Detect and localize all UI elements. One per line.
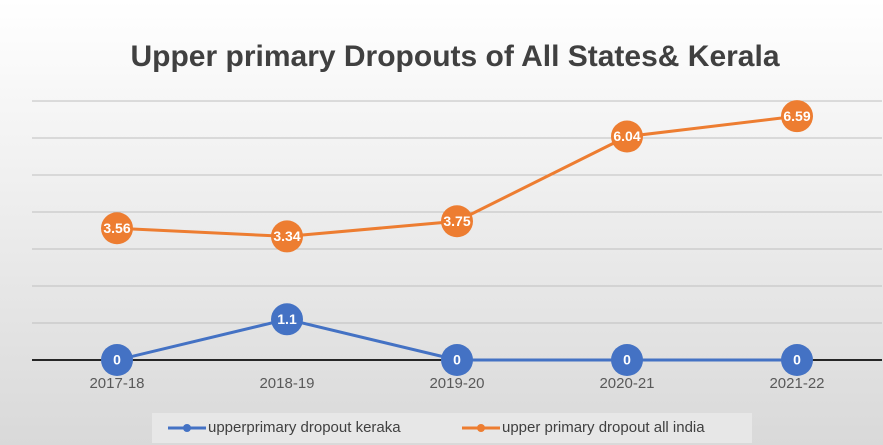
data-point [781, 344, 813, 376]
legend-label: upper primary dropout all india [502, 419, 705, 436]
x-tick-label: 2021-22 [769, 375, 824, 392]
data-point [611, 344, 643, 376]
data-label: 0 [623, 352, 631, 368]
data-point [441, 344, 473, 376]
legend-label: upperprimary dropout keraka [208, 419, 401, 436]
data-label: 3.56 [103, 220, 130, 236]
data-point [611, 120, 643, 153]
x-tick-label: 2018-19 [259, 375, 314, 392]
data-label: 6.59 [783, 108, 810, 124]
data-label: 0 [453, 352, 461, 368]
data-label: 1.1 [277, 311, 297, 327]
data-label: 3.34 [273, 228, 300, 244]
data-point [101, 212, 133, 245]
legend-marker [183, 424, 191, 432]
x-tick-label: 2017-18 [89, 375, 144, 392]
data-label: 0 [113, 352, 121, 368]
x-tick-label: 2019-20 [429, 375, 484, 392]
x-tick-label: 2020-21 [599, 375, 654, 392]
data-label: 3.75 [443, 213, 470, 229]
data-point [271, 220, 303, 253]
chart-title: Upper primary Dropouts of All States& Ke… [130, 40, 779, 73]
data-point [781, 100, 813, 133]
data-point [271, 303, 303, 336]
legend [152, 413, 752, 443]
data-point [101, 344, 133, 376]
data-point [441, 205, 473, 238]
data-label: 6.04 [613, 128, 640, 144]
data-label: 0 [793, 352, 801, 368]
legend-marker [477, 424, 485, 432]
